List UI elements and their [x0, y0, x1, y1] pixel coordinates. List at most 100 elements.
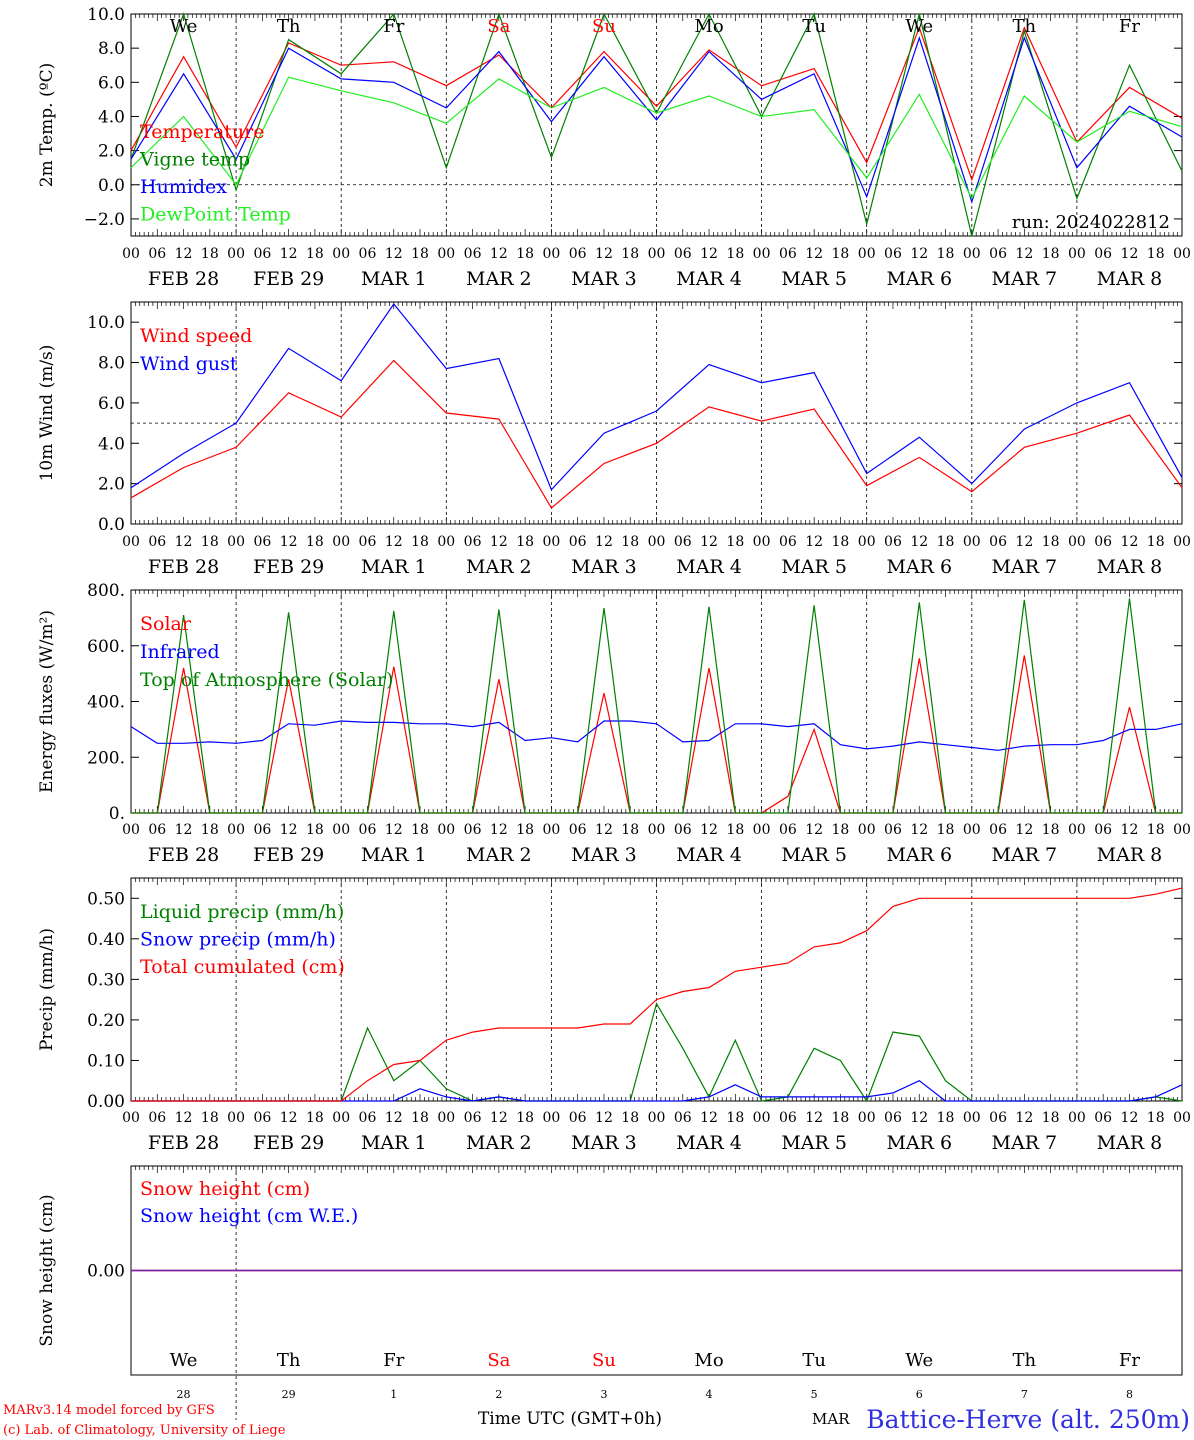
hour-label: 00	[753, 1110, 771, 1126]
hour-label: 06	[359, 822, 377, 838]
y-tick-label: 0.	[109, 804, 125, 824]
hour-label: 18	[306, 534, 324, 550]
hour-label: 18	[1147, 1110, 1165, 1126]
y-tick-label: 4.0	[98, 434, 125, 454]
hour-label: 18	[516, 534, 534, 550]
date-label: MAR 8	[1097, 1132, 1163, 1154]
date-label: MAR 1	[361, 556, 427, 578]
date-label: MAR 6	[886, 268, 952, 290]
hour-label: 00	[227, 822, 245, 838]
date-label: MAR 2	[466, 844, 532, 866]
hour-label: 00	[1068, 246, 1086, 262]
weekday-label: Th	[277, 1350, 301, 1371]
y-axis-label: Energy fluxes (W/m²)	[37, 610, 57, 793]
hour-label: 18	[411, 822, 429, 838]
hour-label: 12	[490, 822, 508, 838]
hour-label: 00	[122, 246, 140, 262]
hour-label: 18	[937, 534, 955, 550]
hour-label: 18	[621, 246, 639, 262]
hour-label: 00	[858, 822, 876, 838]
hour-label: 18	[621, 1110, 639, 1126]
series-line-energy-1	[130, 720, 1183, 751]
date-label: MAR 8	[1097, 844, 1163, 866]
hour-label: 18	[726, 822, 744, 838]
hour-label: 18	[726, 534, 744, 550]
hour-label: 00	[963, 246, 981, 262]
hour-label: 12	[490, 534, 508, 550]
hour-label: 00	[1173, 534, 1191, 550]
hour-label: 00	[1068, 534, 1086, 550]
y-tick-label: 6.0	[98, 394, 125, 414]
hour-label: 12	[385, 246, 403, 262]
legend-entry: Top of Atmosphere (Solar)	[140, 669, 393, 691]
hour-label: 12	[385, 1110, 403, 1126]
hour-label: 06	[779, 246, 797, 262]
hour-label: 06	[1094, 534, 1112, 550]
hour-label: 06	[779, 1110, 797, 1126]
hour-label: 06	[1094, 822, 1112, 838]
date-label: MAR 2	[466, 268, 532, 290]
hour-label: 12	[700, 1110, 718, 1126]
hour-label: 12	[910, 822, 928, 838]
hour-label: 18	[937, 822, 955, 838]
plot-frame	[130, 589, 1183, 814]
y-tick-label: 0.30	[87, 970, 125, 990]
hour-label: 00	[122, 534, 140, 550]
hour-label: 00	[332, 822, 350, 838]
hour-label: 00	[332, 246, 350, 262]
y-axis-label: 2m Temp. (ºC)	[37, 63, 57, 188]
date-label: MAR 6	[886, 1132, 952, 1154]
series-line-temp-3	[130, 76, 1183, 200]
hour-label: 06	[569, 1110, 587, 1126]
y-axis-label: Snow height (cm)	[37, 1194, 57, 1346]
hour-label: 00	[753, 246, 771, 262]
panel-wind: 0.0 2.0 4.0 6.0 8.0 10.0 10m Wind (m/s) Wind sp…	[37, 301, 1191, 578]
hour-label: 06	[989, 246, 1007, 262]
date-label: MAR 3	[571, 844, 637, 866]
y-tick-label: 0.0	[98, 176, 125, 196]
hour-label: 12	[910, 1110, 928, 1126]
hour-label: 12	[175, 1110, 193, 1126]
hour-label: 06	[464, 534, 482, 550]
hour-label: 12	[910, 246, 928, 262]
weekday-label: Sa	[487, 16, 510, 37]
y-tick-label: 0.10	[87, 1051, 125, 1071]
hour-label: 06	[148, 246, 166, 262]
hour-label: 00	[648, 822, 666, 838]
xaxis-title: Time UTC (GMT+0h)	[478, 1409, 662, 1429]
hour-label: 12	[700, 822, 718, 838]
hour-label: 06	[569, 246, 587, 262]
day-number-label: 2	[495, 1388, 502, 1401]
date-label: FEB 28	[148, 268, 219, 290]
series-line-energy-2	[131, 598, 1182, 814]
hour-label: 12	[805, 1110, 823, 1126]
hour-label: 06	[884, 246, 902, 262]
legend-entry: Solar	[140, 613, 192, 635]
hour-label: 18	[516, 1110, 534, 1126]
hour-label: 18	[306, 1110, 324, 1126]
hour-label: 06	[359, 246, 377, 262]
hour-label: 12	[805, 822, 823, 838]
legend-entry: Humidex	[140, 176, 227, 198]
date-label: MAR 2	[466, 1132, 532, 1154]
hour-label: 12	[595, 246, 613, 262]
day-number-label: 7	[1021, 1388, 1028, 1401]
hour-label: 00	[753, 534, 771, 550]
day-number-label: 6	[916, 1388, 923, 1401]
hour-label: 00	[332, 534, 350, 550]
date-label: MAR 4	[676, 844, 742, 866]
hour-label: 12	[385, 534, 403, 550]
weekday-label: Th	[1013, 1350, 1037, 1371]
hour-label: 00	[963, 822, 981, 838]
legend-entry: Wind gust	[140, 353, 238, 375]
hour-label: 00	[1173, 822, 1191, 838]
date-label: FEB 29	[253, 1132, 324, 1154]
day-number-label: 1	[390, 1388, 397, 1401]
hour-label: 18	[832, 1110, 850, 1126]
weekday-label: Tu	[802, 1350, 826, 1371]
hour-label: 12	[595, 534, 613, 550]
hour-label: 18	[201, 246, 219, 262]
y-axis-label: 10m Wind (m/s)	[37, 345, 57, 482]
hour-label: 06	[989, 1110, 1007, 1126]
hour-label: 00	[437, 822, 455, 838]
